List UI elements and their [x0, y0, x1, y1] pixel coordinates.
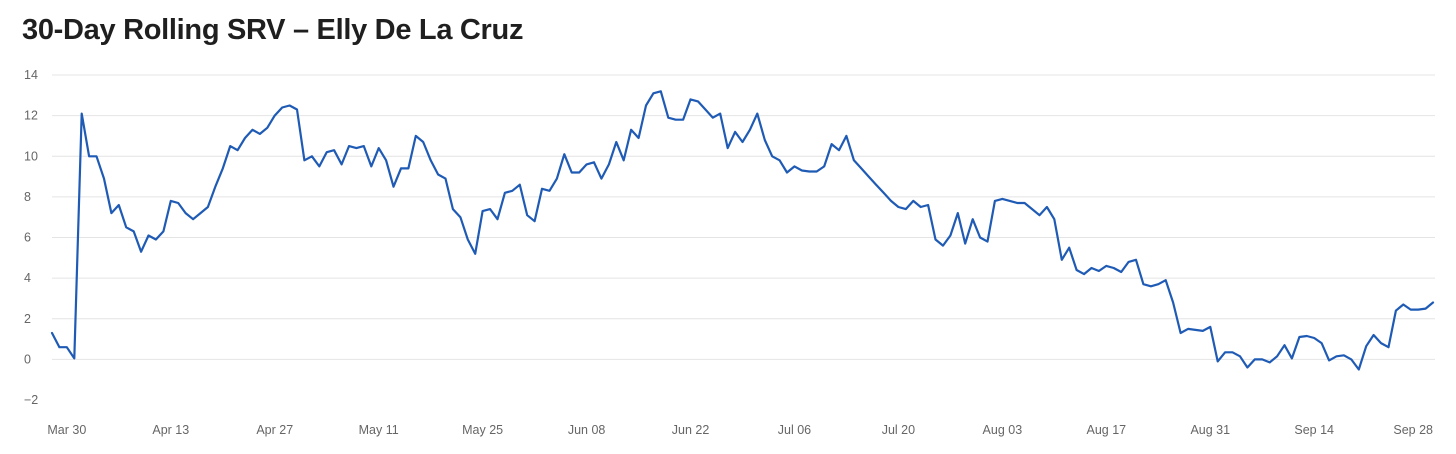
x-tick-label: Sep 28: [1393, 423, 1433, 437]
x-tick-label: May 25: [462, 423, 503, 437]
y-tick-label: 2: [24, 312, 31, 326]
y-tick-label: 8: [24, 190, 31, 204]
x-tick-label: Aug 31: [1190, 423, 1230, 437]
chart-title: 30-Day Rolling SRV – Elly De La Cruz: [22, 14, 524, 46]
y-tick-label: 6: [24, 231, 31, 245]
x-axis-ticks: Mar 30 Apr 13 Apr 27 May 11 May 25 Jun 08 Jun …: [47, 423, 1433, 437]
x-tick-label: Jul 20: [882, 423, 915, 437]
series-line: [50, 90, 1435, 371]
y-tick-label: 10: [24, 149, 38, 163]
gridlines: [52, 74, 1435, 360]
y-tick-label: 12: [24, 109, 38, 123]
x-tick-label: Sep 14: [1294, 423, 1334, 437]
y-tick-label: 4: [24, 271, 31, 285]
x-tick-label: Aug 03: [983, 423, 1023, 437]
x-tick-label: Mar 30: [47, 423, 86, 437]
x-tick-label: Apr 27: [256, 423, 293, 437]
x-tick-label: Jun 08: [568, 423, 606, 437]
x-tick-label: Jul 06: [778, 423, 811, 437]
y-tick-label: 14: [24, 68, 38, 82]
x-tick-label: Aug 17: [1086, 423, 1126, 437]
y-tick-label: 0: [24, 352, 31, 366]
y-tick-label: −2: [24, 393, 38, 407]
x-tick-label: Jun 22: [672, 423, 710, 437]
y-axis-ticks: 14 12 10 8 6 4 2 0 −2: [24, 68, 38, 407]
x-tick-label: May 11: [359, 423, 399, 437]
x-tick-label: Apr 13: [152, 423, 189, 437]
